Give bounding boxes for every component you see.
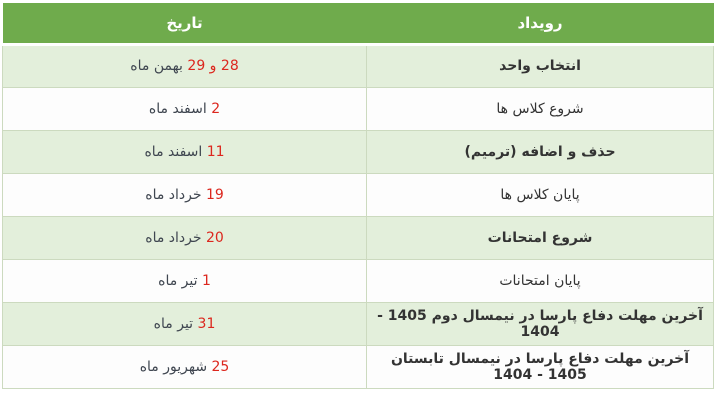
- date-cell: 25 شهریور ماه: [1, 344, 368, 389]
- event-cell: آخرین مهلت دفاع پارسا در نیمسال تابستان …: [366, 344, 714, 389]
- date-cell: 28 و 29 بهمن ماه: [1, 43, 368, 88]
- date-month: خرداد ماه: [145, 229, 202, 246]
- table-row: پایان کلاس ها 19 خرداد ماه: [1, 172, 714, 217]
- event-cell: انتخاب واحد: [366, 43, 714, 88]
- table-row: پایان امتحانات 1 تیر ماه: [1, 258, 714, 303]
- academic-calendar-table: رویداد تاریخ انتخاب واحد 28 و 29 بهمن ما…: [1, 3, 714, 389]
- date-number: 25: [211, 358, 230, 375]
- date-month: اسفند ماه: [148, 100, 207, 117]
- table-row: آخرین مهلت دفاع پارسا در نیمسال دوم 1405…: [1, 301, 714, 346]
- event-cell: حذف و اضافه (ترمیم): [366, 129, 714, 174]
- event-cell: آخرین مهلت دفاع پارسا در نیمسال دوم 1405…: [366, 301, 714, 346]
- table-row: شروع امتحانات 20 خرداد ماه: [1, 215, 714, 260]
- date-number: 11: [206, 143, 225, 160]
- event-cell: شروع امتحانات: [366, 215, 714, 260]
- date-number: 2: [211, 100, 221, 117]
- table-row: آخرین مهلت دفاع پارسا در نیمسال تابستان …: [1, 344, 714, 389]
- date-month: تیر ماه: [158, 272, 198, 289]
- header-row: رویداد تاریخ: [2, 3, 714, 46]
- date-number: 19: [205, 186, 224, 203]
- date-cell: 2 اسفند ماه: [1, 86, 368, 131]
- date-number: 28 و 29: [187, 58, 239, 74]
- table-row: شروع کلاس ها 2 اسفند ماه: [1, 86, 714, 131]
- event-cell: پایان کلاس ها: [366, 172, 714, 217]
- date-cell: 11 اسفند ماه: [1, 129, 368, 174]
- table-row: حذف و اضافه (ترمیم) 11 اسفند ماه: [1, 129, 714, 174]
- date-cell: 31 تیر ماه: [1, 301, 368, 346]
- column-header-event: رویداد: [366, 3, 714, 46]
- date-cell: 1 تیر ماه: [1, 258, 368, 303]
- event-cell: شروع کلاس ها: [366, 86, 714, 131]
- event-cell: پایان امتحانات: [366, 258, 714, 303]
- column-header-date: تاریخ: [2, 3, 367, 46]
- date-number: 1: [201, 272, 211, 289]
- date-number: 20: [205, 229, 224, 246]
- date-month: بهمن ماه: [130, 58, 183, 74]
- date-number: 31: [197, 315, 216, 332]
- date-cell: 19 خرداد ماه: [1, 172, 368, 217]
- date-cell: 20 خرداد ماه: [1, 215, 368, 260]
- table-row: انتخاب واحد 28 و 29 بهمن ماه: [1, 43, 714, 88]
- date-month: اسفند ماه: [144, 143, 203, 160]
- date-month: خرداد ماه: [145, 186, 202, 203]
- date-month: شهریور ماه: [139, 358, 208, 375]
- date-month: تیر ماه: [153, 315, 194, 332]
